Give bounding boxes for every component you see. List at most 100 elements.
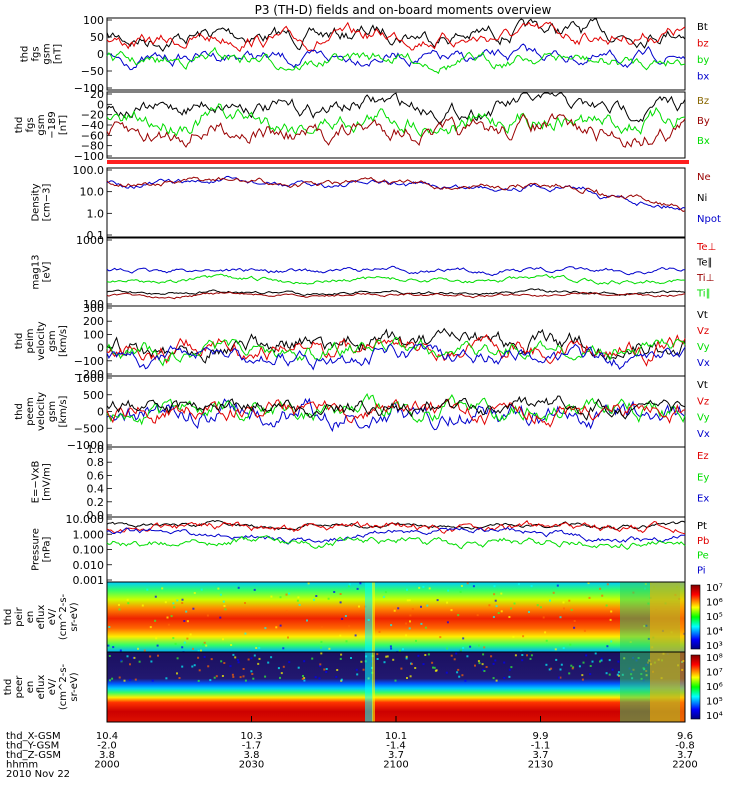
- spectrogram-speckle: [221, 675, 224, 677]
- spectrogram-speckle: [217, 587, 220, 590]
- spectrogram-speckle: [358, 605, 360, 608]
- spectrogram-speckle: [205, 644, 208, 647]
- spectrogram-speckle: [568, 599, 571, 602]
- spectrogram-speckle: [356, 673, 359, 676]
- colorbar-label: 10⁸: [706, 653, 723, 664]
- series-pt-line: [106, 519, 686, 531]
- spectrogram-speckle: [581, 674, 584, 677]
- y-tick-label: 0.6: [87, 469, 105, 482]
- legend-entry: Te∥: [696, 258, 713, 269]
- spectrogram-speckle: [223, 605, 226, 607]
- colorbar-label: 10³: [706, 641, 723, 652]
- spectrogram-speckle: [320, 646, 322, 649]
- legend-entry: Vx: [697, 429, 710, 440]
- spectrogram-speckle: [108, 655, 111, 657]
- spectrogram-speckle: [600, 659, 603, 662]
- x-tick-label: 2030: [239, 760, 264, 771]
- spectrogram-speckle: [318, 677, 321, 680]
- spectrogram-speckle: [209, 679, 212, 682]
- spectrogram-speckle: [255, 647, 258, 649]
- y-tick-label: −20: [81, 109, 104, 122]
- spectrogram-speckle: [420, 622, 423, 625]
- spectrogram-speckle: [424, 626, 427, 629]
- colorbar-label: 10⁵: [706, 697, 723, 708]
- x-tick-label: 2200: [672, 760, 697, 771]
- spectrogram-speckle: [345, 640, 348, 643]
- spectrogram-speckle: [202, 643, 205, 646]
- spectrogram-speckle: [297, 666, 300, 669]
- spectrogram-speckle: [426, 604, 429, 607]
- spectrogram-speckle: [320, 652, 323, 655]
- spectrogram-speckle: [186, 637, 189, 640]
- spectrogram-speckle: [469, 645, 472, 648]
- spectrogram-speckle: [120, 659, 123, 662]
- spectrogram-speckle: [325, 671, 328, 673]
- spectrogram-speckle: [569, 643, 572, 646]
- spectrogram-speckle: [392, 658, 395, 661]
- spectrogram-speckle: [339, 601, 342, 604]
- colorbar-label: 10⁷: [706, 668, 723, 679]
- spectrogram-speckle: [462, 637, 465, 640]
- spectrogram-speckle: [165, 677, 168, 680]
- colorbar: [690, 654, 701, 720]
- panel-2: 200−20−40−60−80−100 thdfgsgsm−189[nT] Bz By…: [14, 88, 710, 164]
- spectrogram-speckle: [244, 632, 247, 635]
- y-tick-label: 50: [90, 31, 104, 44]
- panel-frame: [106, 17, 686, 91]
- spectrogram-speckle: [193, 592, 196, 594]
- x-tick-label: 2130: [528, 760, 553, 771]
- spectrogram-speckle: [131, 656, 134, 659]
- spectrogram-speckle: [409, 675, 412, 678]
- spectrogram-speckle: [529, 657, 532, 660]
- spectrogram-speckle: [129, 678, 132, 681]
- spectrogram-speckle: [327, 597, 330, 600]
- spectrogram-speckle: [340, 678, 343, 681]
- spectrogram-speckle: [176, 672, 178, 675]
- spectrogram-speckle: [220, 660, 223, 663]
- spectrogram-speckle: [174, 642, 177, 645]
- spectrogram-speckle: [336, 669, 339, 671]
- y-tick-label: 1000: [76, 372, 104, 385]
- spectrogram-speckle: [594, 652, 597, 655]
- spectrogram-speckle: [376, 653, 379, 656]
- spectrogram-speckle: [193, 664, 196, 667]
- spectrogram-speckle: [415, 639, 417, 642]
- page-title: P3 (TH-D) fields and on-board moments ov…: [255, 3, 552, 17]
- y-tick-label: −60: [81, 129, 104, 142]
- date-label: 2010 Nov 22: [6, 769, 70, 780]
- spectrogram-speckle: [232, 675, 235, 678]
- legend-entry: Ey: [697, 472, 709, 483]
- spectrogram-speckle: [320, 640, 323, 643]
- panel-frame: [106, 446, 686, 518]
- spectrogram-speckle: [167, 623, 170, 626]
- spectrogram-speckle: [185, 610, 188, 613]
- spectrogram-speckle: [409, 620, 411, 623]
- spectrogram-speckle: [406, 588, 408, 591]
- spectrogram-speckle: [197, 679, 200, 682]
- spectrogram-speckle: [508, 668, 511, 671]
- spectrogram-speckle: [258, 646, 261, 649]
- spectrogram-speckle: [151, 679, 154, 682]
- spectrogram-speckle: [341, 617, 344, 620]
- spectrogram-speckle: [154, 619, 157, 622]
- legend-entry: Vy: [697, 342, 710, 353]
- spectrogram-speckle: [247, 658, 250, 661]
- spectrogram-speckle: [297, 596, 300, 599]
- spectrogram-speckle: [492, 616, 495, 618]
- spectrogram-speckle: [555, 658, 558, 661]
- spectrogram-speckle: [520, 650, 523, 653]
- colorbar: [690, 584, 701, 650]
- colorbar-label: 10⁴: [706, 627, 723, 638]
- spectrogram-speckle: [601, 594, 604, 597]
- spectrogram-speckle: [206, 614, 209, 617]
- spectrogram-speckle: [609, 618, 612, 621]
- spectrogram-speckle: [303, 660, 306, 663]
- spectrogram-speckle: [203, 641, 206, 644]
- spectrogram-event: [650, 652, 685, 722]
- spectrogram-speckle: [356, 587, 359, 590]
- spectrogram-speckle: [542, 616, 545, 619]
- spectrogram-speckle: [409, 614, 412, 617]
- spectrogram-speckle: [617, 660, 620, 663]
- spectrogram-speckle: [362, 668, 365, 671]
- y-axis-label: thdpeemvelocitygsm[km/s]: [14, 392, 69, 431]
